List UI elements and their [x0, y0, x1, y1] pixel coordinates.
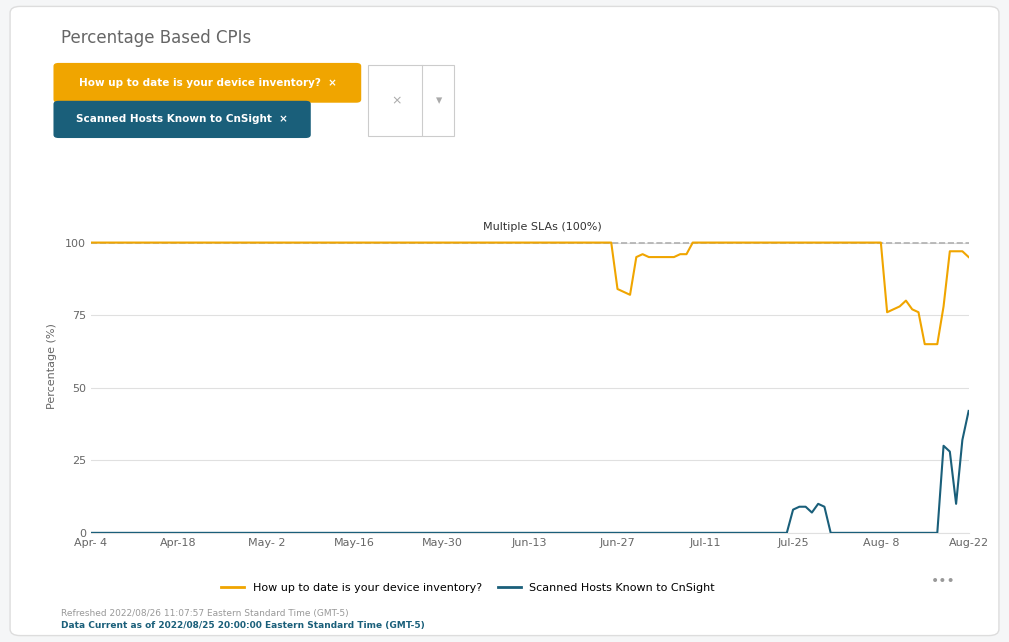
Text: Scanned Hosts Known to CnSight  ×: Scanned Hosts Known to CnSight × — [76, 114, 288, 125]
FancyBboxPatch shape — [53, 63, 361, 103]
Legend: How up to date is your device inventory?, Scanned Hosts Known to CnSight: How up to date is your device inventory?… — [217, 578, 719, 598]
Text: ×: × — [391, 94, 402, 107]
Text: •••: ••• — [931, 574, 956, 588]
Text: How up to date is your device inventory?  ×: How up to date is your device inventory?… — [79, 78, 337, 88]
FancyBboxPatch shape — [53, 101, 311, 138]
FancyBboxPatch shape — [368, 65, 454, 136]
Text: Refreshed 2022/08/26 11:07:57 Eastern Standard Time (GMT-5): Refreshed 2022/08/26 11:07:57 Eastern St… — [61, 609, 348, 618]
Text: Data Current as of 2022/08/25 20:00:00 Eastern Standard Time (GMT-5): Data Current as of 2022/08/25 20:00:00 E… — [61, 621, 425, 630]
Y-axis label: Percentage (%): Percentage (%) — [46, 323, 57, 409]
Text: Percentage Based CPIs: Percentage Based CPIs — [61, 29, 251, 47]
Text: Multiple SLAs (100%): Multiple SLAs (100%) — [483, 222, 601, 232]
Text: ▾: ▾ — [436, 94, 442, 107]
